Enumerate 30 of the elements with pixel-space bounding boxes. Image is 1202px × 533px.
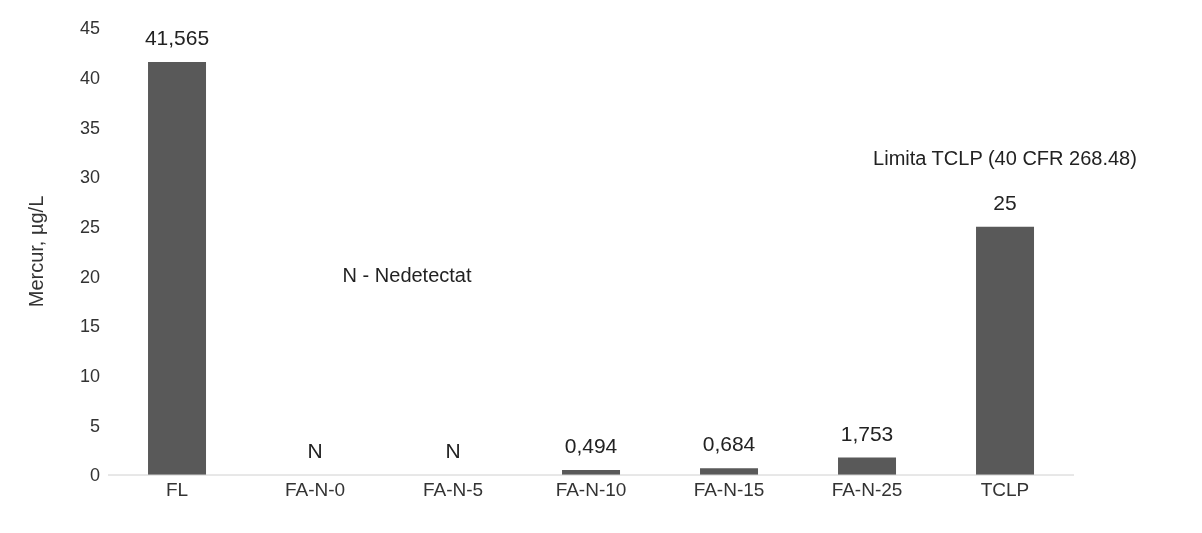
x-tick-label: FL — [165, 479, 189, 501]
y-tick-label: 30 — [79, 167, 100, 188]
bar — [148, 62, 207, 475]
y-tick-label: 10 — [79, 366, 100, 387]
y-tick-label: 35 — [79, 117, 100, 138]
x-tick-label: FA-N-5 — [422, 479, 484, 501]
x-tick-label: FA-N-25 — [831, 479, 903, 501]
annotation: N - Nedetectat — [342, 264, 472, 288]
bar — [838, 457, 897, 475]
data-label: 1,753 — [839, 421, 895, 446]
text: N — [307, 439, 323, 462]
y-tick-label: 0 — [89, 465, 100, 486]
annotation: Limita TCLP (40 CFR 268.48) — [872, 146, 1138, 170]
y-axis-title: Mercur, µg/L — [25, 195, 48, 308]
data-label: 41,565 — [143, 26, 211, 51]
y-tick-label: 20 — [79, 266, 100, 287]
x-tick-label: FA-N-15 — [693, 479, 765, 501]
data-label: 25 — [992, 190, 1018, 215]
y-tick-label: 45 — [79, 18, 100, 39]
data-label: 0,684 — [701, 432, 757, 457]
x-tick-label: TCLP — [980, 479, 1030, 501]
bar — [976, 226, 1035, 475]
y-tick-label: 40 — [79, 68, 100, 89]
y-tick-label: 15 — [79, 316, 100, 337]
text: N — [445, 439, 461, 462]
data-label: 0,494 — [563, 434, 619, 459]
y-tick-label: 25 — [79, 217, 100, 238]
x-tick-label: FA-N-10 — [555, 479, 627, 501]
y-tick-label: 5 — [89, 415, 100, 436]
x-tick-label: FA-N-0 — [284, 479, 346, 501]
